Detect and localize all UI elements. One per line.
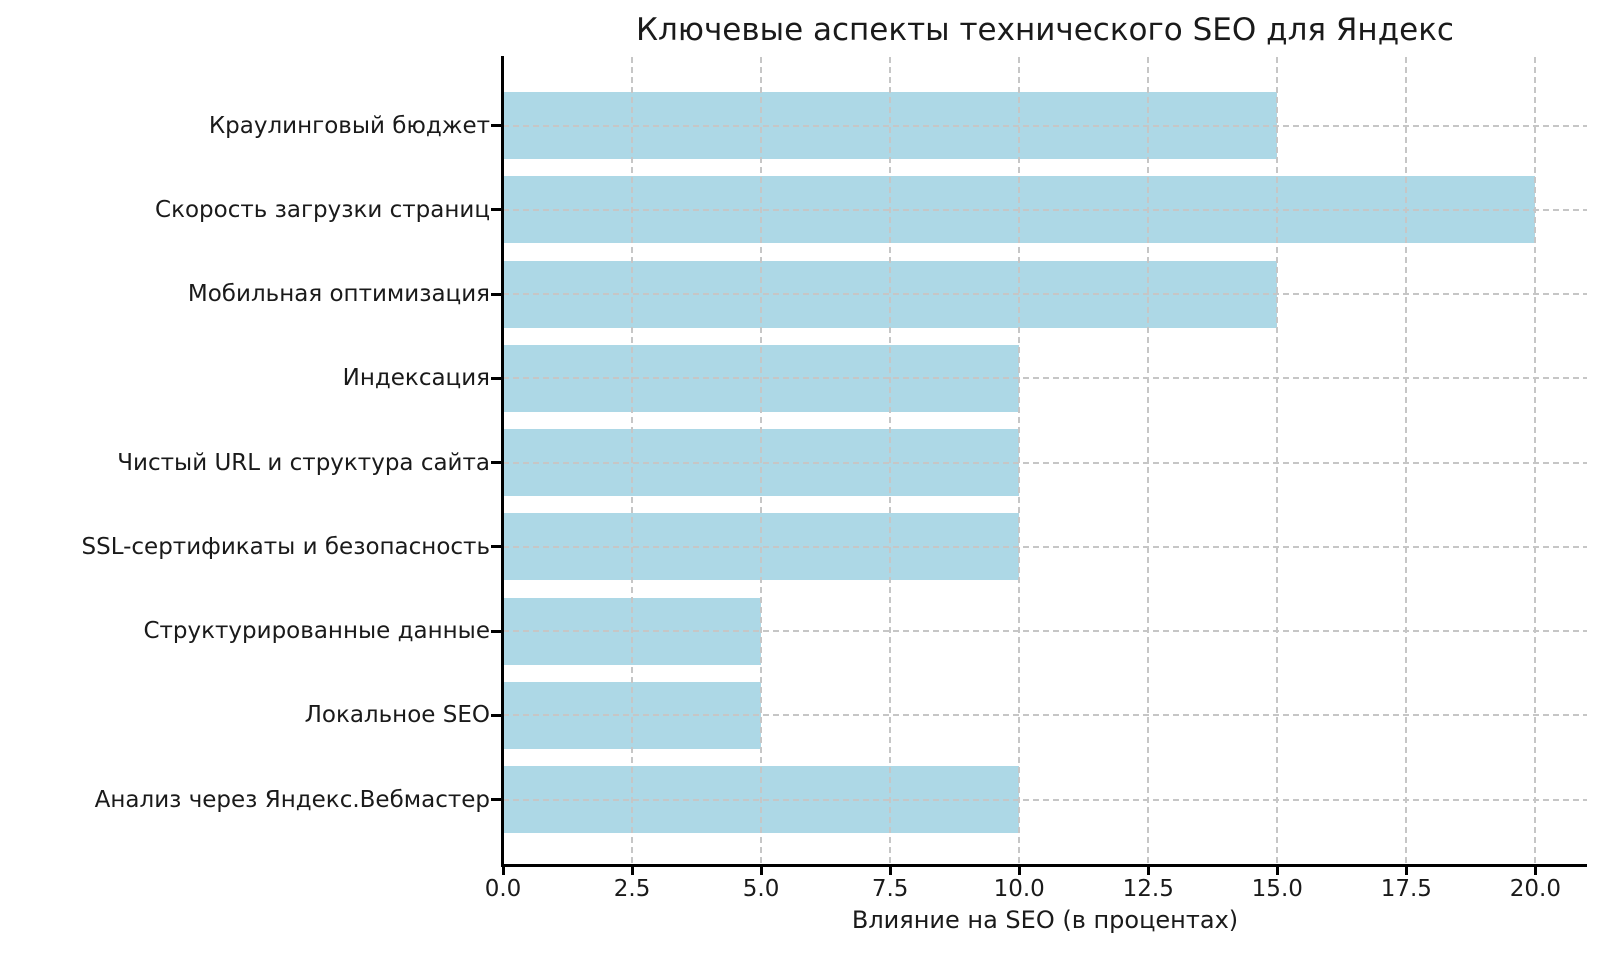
x-tick-mark (759, 866, 763, 875)
y-tick-mark (491, 376, 502, 380)
chart-title: Ключевые аспекты технического SEO для Ян… (636, 12, 1454, 48)
x-gridline (1534, 57, 1537, 865)
x-tick-label: 2.5 (613, 876, 651, 902)
y-gridline (503, 714, 1587, 717)
x-gridline (1147, 57, 1150, 865)
x-gridline (889, 57, 892, 865)
y-category-label: Локальное SEO (304, 702, 490, 729)
x-tick-mark (501, 866, 505, 875)
x-tick-label: 20.0 (1509, 876, 1561, 902)
y-tick-mark (491, 208, 502, 212)
x-gridline (760, 57, 763, 865)
y-category-label: SSL-сертификаты и безопасность (81, 533, 491, 560)
y-gridline (503, 798, 1587, 801)
x-axis-label: Влияние на SEO (в процентах) (851, 906, 1239, 934)
plot-area (501, 56, 1587, 867)
x-tick-mark (1017, 866, 1021, 875)
y-tick-mark (491, 545, 502, 549)
x-tick-mark (630, 866, 634, 875)
y-gridline (503, 630, 1587, 632)
x-tick-mark (888, 866, 892, 875)
x-tick-mark (1533, 866, 1537, 875)
x-gridline (631, 57, 634, 865)
x-axis-spine (501, 864, 1587, 867)
y-axis-spine (501, 56, 504, 866)
y-gridline (503, 208, 1587, 211)
y-tick-mark (491, 292, 502, 296)
y-category-label: Чистый URL и структура сайта (117, 449, 490, 476)
x-tick-mark (1146, 866, 1150, 875)
y-gridline (503, 461, 1587, 464)
x-tick-mark (1404, 866, 1408, 875)
y-category-label: Краулинговый бюджет (208, 112, 490, 139)
y-category-label: Скорость загрузки страниц (155, 196, 490, 223)
x-tick-label: 0.0 (484, 876, 522, 902)
y-category-label: Структурированные данные (143, 618, 490, 644)
x-tick-label: 7.5 (871, 876, 909, 902)
y-tick-mark (491, 798, 502, 801)
y-gridline (503, 293, 1587, 295)
x-tick-label: 10.0 (993, 876, 1045, 902)
x-tick-mark (1275, 866, 1279, 875)
y-tick-mark (491, 629, 502, 633)
y-tick-mark (491, 124, 502, 127)
y-gridline (503, 377, 1587, 380)
x-tick-label: 17.5 (1380, 876, 1432, 902)
x-tick-label: 15.0 (1251, 876, 1303, 902)
y-tick-mark (491, 461, 502, 464)
y-gridline (503, 545, 1587, 548)
x-tick-label: 12.5 (1122, 876, 1174, 902)
y-category-label: Мобильная оптимизация (187, 281, 490, 307)
y-tick-mark (491, 713, 502, 717)
x-gridline (1276, 57, 1279, 865)
x-gridline (1018, 57, 1021, 865)
x-tick-label: 5.0 (742, 876, 780, 902)
x-gridline (1405, 57, 1408, 865)
y-category-label: Индексация (342, 365, 490, 392)
y-category-label: Анализ через Яндекс.Вебмастер (94, 786, 490, 813)
y-gridline (503, 124, 1587, 127)
